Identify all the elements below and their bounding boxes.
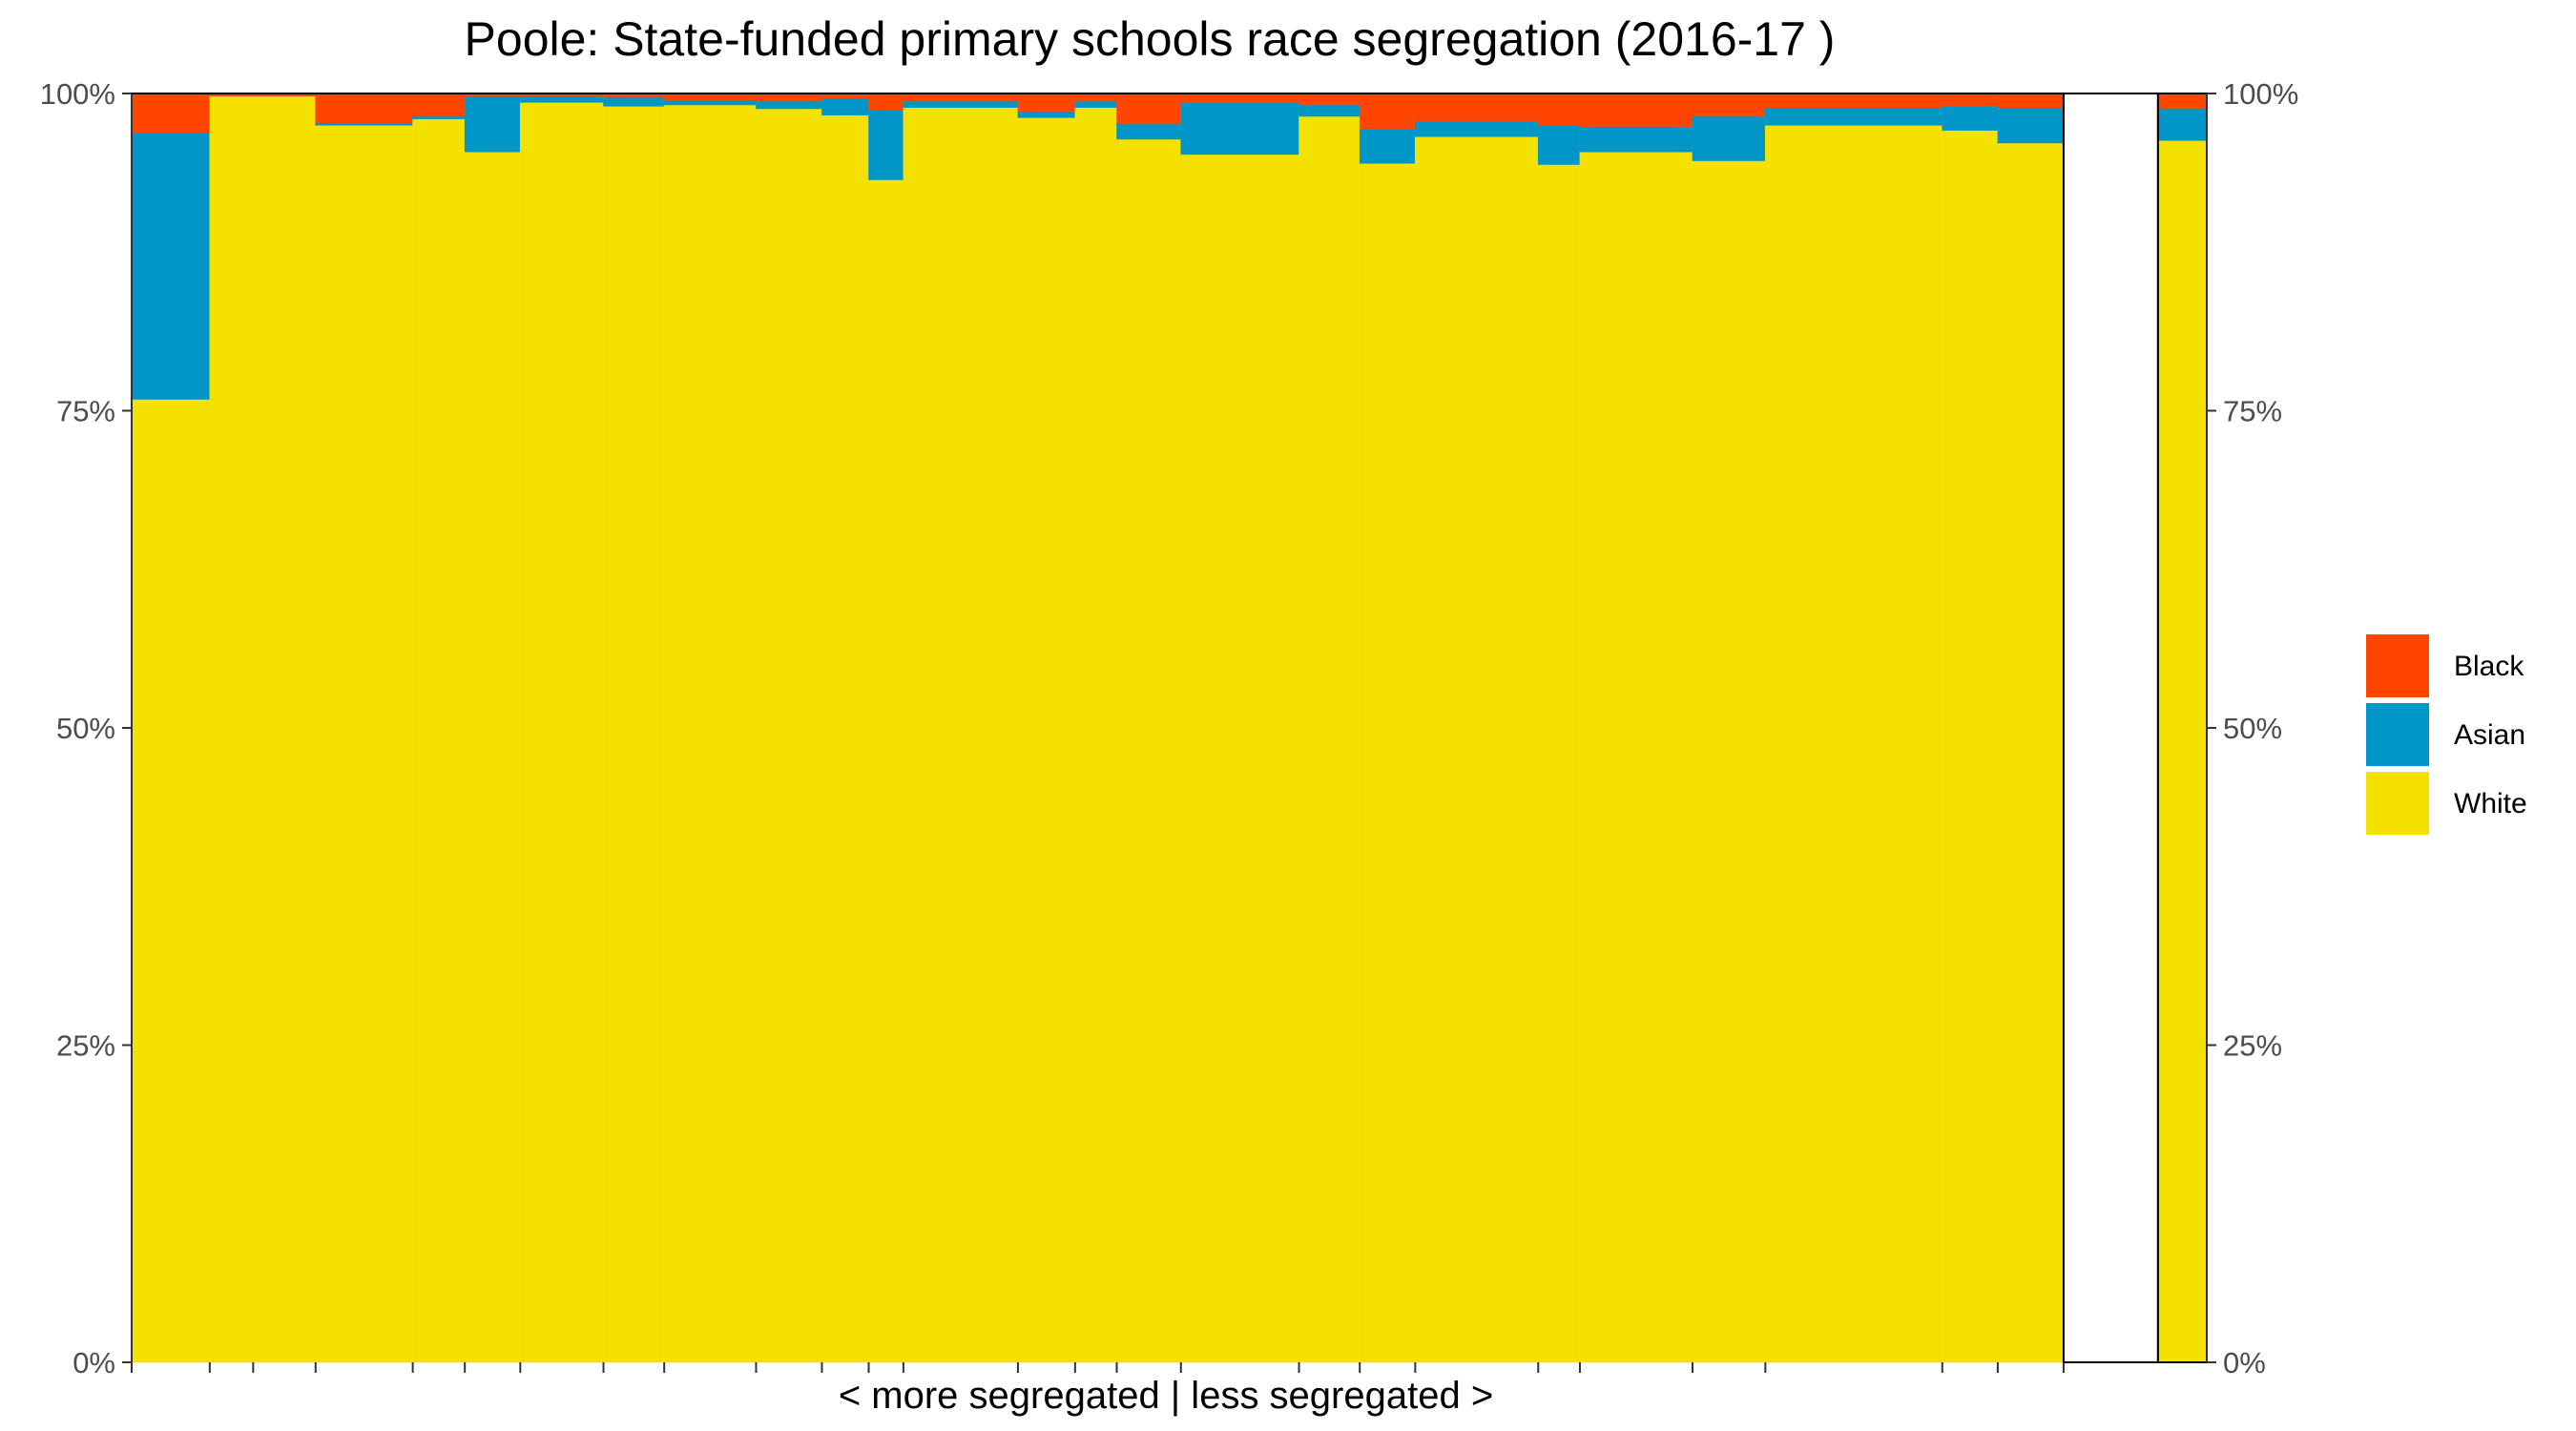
- bar-segment-asian: [1017, 111, 1076, 118]
- bar-segment-asian: [1942, 106, 1999, 131]
- bar-segment-white: [209, 95, 254, 1363]
- legend-label-black: Black: [2454, 651, 2524, 682]
- bar-segment-white: [1074, 107, 1117, 1363]
- y-axis-left: 0% 25% 50% 75% 100%: [40, 77, 132, 1379]
- bar-segment-asian: [1116, 123, 1182, 140]
- bar-segment-black: [1415, 93, 1539, 122]
- bar-segment-asian: [663, 99, 757, 106]
- bars-layer: [131, 93, 2065, 1363]
- bar-segment-white: [663, 104, 757, 1363]
- bar-segment-white: [1415, 135, 1539, 1363]
- bar-segment-white: [1116, 138, 1182, 1363]
- bar-segment-white: [1942, 130, 1999, 1363]
- overall-segment-asian: [2157, 108, 2208, 141]
- bar-segment-black: [868, 93, 904, 111]
- bar-segment-asian: [131, 132, 211, 400]
- bar-segment-asian: [315, 122, 413, 126]
- x-axis-label: < more segregated | less segregated >: [839, 1375, 1493, 1417]
- bar-segment-black: [1180, 93, 1299, 103]
- bar-segment-white: [1537, 164, 1581, 1363]
- legend-swatch-black: [2366, 634, 2429, 697]
- bar-segment-asian: [1298, 104, 1361, 117]
- bar-segment-black: [412, 93, 466, 117]
- legend-label-white: White: [2454, 788, 2527, 819]
- bar-segment-white: [1298, 115, 1361, 1363]
- bar-segment-black: [1074, 93, 1117, 102]
- bar-segment-black: [903, 93, 1019, 102]
- y-tick-label-right: 25%: [2223, 1029, 2282, 1063]
- x-axis-ticks: [131, 1362, 2065, 1373]
- bar-segment-white: [1180, 154, 1299, 1363]
- y-tick-label-right: 75%: [2223, 395, 2282, 428]
- chart-title: Poole: State-funded primary schools race…: [465, 12, 1836, 66]
- bar-segment-white: [1017, 116, 1076, 1363]
- bar-segment-asian: [1692, 115, 1766, 161]
- bar-segment-asian: [1765, 107, 1943, 126]
- overall-bar: [2156, 93, 2208, 1363]
- y-tick-label-left: 75%: [56, 395, 115, 428]
- bar-segment-white: [412, 118, 466, 1363]
- bar-segment-white: [1359, 162, 1416, 1363]
- y-tick-label-right: 0%: [2223, 1346, 2266, 1379]
- bar-segment-white: [1579, 151, 1693, 1363]
- bar-segment-white: [1765, 124, 1943, 1363]
- bar-segment-black: [1692, 93, 1766, 117]
- bar-segment-asian: [412, 115, 466, 119]
- y-axis-right: 0% 25% 50% 75% 100%: [2207, 77, 2298, 1379]
- bar-segment-white: [520, 102, 604, 1363]
- y-tick-label-right: 100%: [2223, 77, 2298, 111]
- bar-segment-black: [1359, 93, 1416, 130]
- bar-segment-black: [1298, 93, 1361, 106]
- y-tick-label-left: 100%: [40, 77, 115, 111]
- bar-segment-asian: [603, 96, 665, 107]
- bar-segment-black: [1017, 93, 1076, 112]
- bar-segment-black: [315, 93, 413, 123]
- bar-segment-black: [1997, 93, 2065, 108]
- y-tick-label-right: 50%: [2223, 712, 2282, 745]
- bar-segment-asian: [1579, 126, 1693, 153]
- bar-segment-white: [464, 151, 521, 1363]
- legend-swatch-white: [2366, 772, 2429, 835]
- y-tick-label-left: 50%: [56, 712, 115, 745]
- bar-segment-asian: [868, 109, 904, 180]
- bar-segment-asian: [1997, 107, 2065, 144]
- bar-segment-white: [603, 106, 665, 1363]
- bar-segment-asian: [903, 100, 1019, 108]
- bar-segment-black: [1942, 93, 1999, 107]
- bar-segment-white: [903, 107, 1019, 1363]
- bar-segment-asian: [1537, 124, 1581, 165]
- bar-segment-white: [1692, 160, 1766, 1363]
- bar-segment-white: [821, 114, 869, 1363]
- bar-segment-white: [868, 179, 904, 1363]
- bar-segment-asian: [1415, 120, 1539, 137]
- legend-label-asian: Asian: [2454, 719, 2525, 751]
- overall-segment-white: [2157, 139, 2208, 1363]
- bar-segment-white: [131, 399, 211, 1363]
- bar-segment-black: [1765, 93, 1943, 108]
- bar-segment-asian: [1074, 100, 1117, 108]
- bar-segment-white: [1997, 142, 2065, 1363]
- y-tick-label-left: 0%: [73, 1346, 115, 1379]
- legend-swatch-asian: [2366, 703, 2429, 766]
- bar-segment-black: [1116, 93, 1182, 125]
- bar-segment-white: [253, 95, 317, 1363]
- bar-segment-black: [131, 93, 211, 134]
- bar-segment-black: [1579, 93, 1693, 127]
- bar-segment-asian: [464, 95, 521, 153]
- bar-segment-black: [756, 93, 822, 102]
- bar-segment-asian: [1359, 128, 1416, 164]
- bar-segment-asian: [821, 98, 869, 115]
- bar-segment-asian: [756, 100, 822, 110]
- bar-segment-white: [315, 124, 413, 1363]
- y-tick-label-left: 25%: [56, 1029, 115, 1063]
- gap-box: [2062, 93, 2159, 1363]
- bar-segment-asian: [1180, 102, 1299, 156]
- legend: Black Asian White: [2366, 634, 2527, 835]
- bar-segment-asian: [520, 95, 604, 103]
- bar-segment-black: [1537, 93, 1581, 126]
- overall-segment-black: [2157, 93, 2208, 110]
- bar-segment-white: [756, 108, 822, 1363]
